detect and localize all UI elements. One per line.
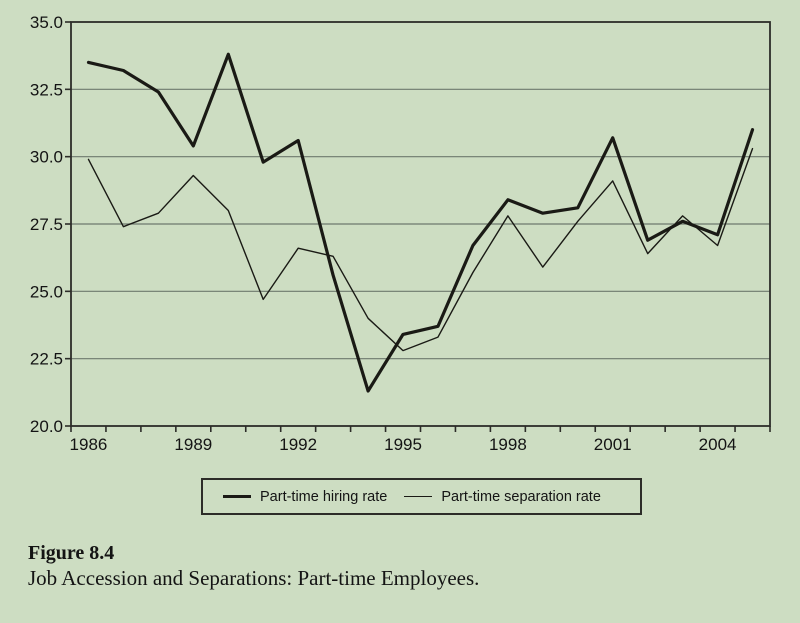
- plot-frame: [70, 21, 771, 427]
- x-tick-label: 1986: [70, 435, 108, 454]
- y-tick-label: 20.0: [30, 417, 63, 436]
- figure-caption: Figure 8.4 Job Accession and Separations…: [28, 541, 479, 591]
- x-tick-label: 2004: [699, 435, 737, 454]
- chart-area: 35.0 32.5 30.0 27.5 25.0 22.5 20.0 1986 1989 1992…: [30, 13, 771, 454]
- y-tick-label: 35.0: [30, 13, 63, 32]
- figure-title: Job Accession and Separations: Part-time…: [28, 566, 480, 590]
- x-tick-label: 1989: [174, 435, 212, 454]
- series-line-separation-rate: [87, 147, 754, 352]
- series-line-hiring-rate: [86, 52, 755, 393]
- y-tick-label: 25.0: [30, 282, 63, 301]
- y-tick-label: 27.5: [30, 215, 63, 234]
- legend-item-separation-rate: Part-time separation rate: [404, 489, 601, 505]
- x-tick-label: 1998: [489, 435, 527, 454]
- line-chart: 35.0 32.5 30.0 27.5 25.0 22.5 20.0 1986 1989 1992…: [30, 13, 771, 454]
- x-tick-label: 2001: [594, 435, 632, 454]
- y-tick-label: 32.5: [30, 80, 63, 99]
- y-tick-label: 22.5: [30, 350, 63, 369]
- legend-label-separation-rate: Part-time separation rate: [441, 488, 601, 505]
- hiring-rate-line-sample: [223, 495, 251, 498]
- y-tick-label: 30.0: [30, 148, 63, 167]
- legend-item-hiring-rate: Part-time hiring rate: [223, 489, 387, 505]
- separation-rate-line-sample: [404, 495, 433, 498]
- x-tick-label: 1995: [384, 435, 422, 454]
- figure-number: Figure 8.4: [28, 542, 115, 564]
- x-tick-label: 1992: [279, 435, 317, 454]
- legend-label-hiring-rate: Part-time hiring rate: [260, 488, 388, 505]
- chart-legend: Part-time hiring rate Part-time separati…: [201, 478, 642, 515]
